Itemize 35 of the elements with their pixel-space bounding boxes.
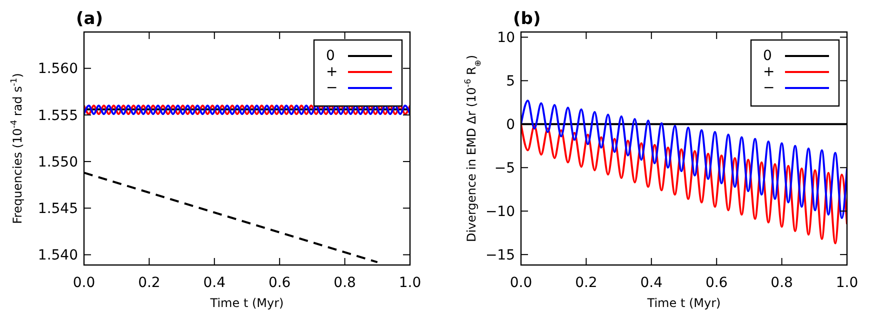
x-tick-label: 0.6	[268, 275, 291, 291]
y-tick-label: −15	[485, 247, 515, 264]
legend-label: +	[326, 64, 338, 80]
x-tick-label: 0.2	[138, 275, 160, 291]
legend-label: −	[326, 80, 338, 96]
x-tick-label: 1.0	[836, 275, 858, 291]
x-tick-label: 0.0	[510, 275, 532, 291]
y-tick-label: 10	[497, 30, 515, 46]
x-tick-label: 0.6	[705, 275, 728, 291]
x-tick-label: 0.4	[640, 275, 663, 291]
line-series	[521, 123, 847, 244]
x-tick-label: 0.8	[770, 275, 793, 291]
y-tick-label: 1.545	[38, 201, 78, 218]
y-tick-label: 5	[506, 74, 515, 90]
x-tick-label: 0.2	[575, 275, 598, 291]
x-tick-label: 0.8	[334, 275, 356, 291]
chart-title: (b)	[513, 9, 541, 29]
y-tick-label: 1.540	[38, 248, 78, 264]
x-tick-label: 0.0	[72, 275, 96, 291]
y-tick-label: −5	[494, 160, 515, 177]
line-series	[521, 100, 847, 220]
x-axis-title: Time t (Myr)	[646, 296, 721, 310]
y-tick-label: 1.550	[38, 154, 78, 170]
y-tick-label: 1.560	[38, 61, 78, 78]
y-tick-label: 1.555	[38, 108, 78, 124]
legend-label: +	[763, 64, 775, 80]
legend-label: 0	[763, 48, 772, 64]
chart-title: (a)	[76, 9, 104, 29]
x-tick-label: 0.4	[203, 275, 226, 291]
y-tick-label: 0	[506, 117, 515, 134]
legend-label: 0	[326, 48, 335, 64]
legend-label: −	[763, 80, 775, 96]
x-axis-title: Time t (Myr)	[209, 296, 284, 310]
x-tick-label: 1.0	[398, 275, 422, 291]
y-tick-label: −10	[485, 204, 515, 220]
